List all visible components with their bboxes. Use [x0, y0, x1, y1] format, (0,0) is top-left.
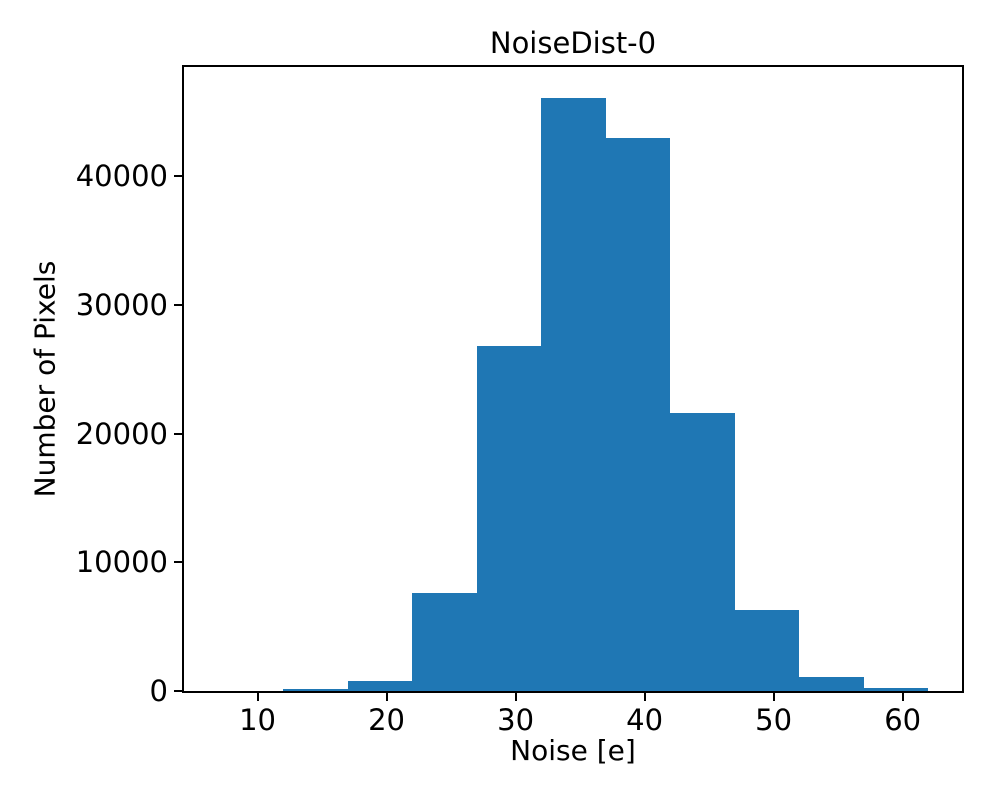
x-axis-label: Noise [e] — [510, 734, 636, 767]
y-tick-mark — [174, 561, 182, 564]
histogram-bar — [605, 137, 671, 691]
x-tick-label: 10 — [239, 703, 276, 737]
y-tick-label: 20000 — [75, 416, 168, 451]
y-tick-label: 40000 — [75, 159, 168, 194]
histogram-bar — [863, 688, 929, 691]
y-tick-mark — [174, 175, 182, 178]
histogram-bar — [476, 346, 542, 691]
x-tick-mark — [772, 693, 775, 701]
x-tick-label: 50 — [755, 703, 793, 737]
y-tick-mark — [174, 304, 182, 307]
x-tick-mark — [385, 693, 388, 701]
histogram-bar — [799, 677, 864, 691]
histogram-bar — [734, 609, 800, 691]
histogram-bar — [347, 681, 413, 691]
y-tick-label: 30000 — [75, 288, 168, 323]
histogram-bar — [283, 689, 348, 691]
x-tick-label: 60 — [884, 703, 922, 737]
chart-title: NoiseDist-0 — [489, 26, 657, 60]
x-tick-mark — [901, 693, 904, 701]
histogram-bar — [670, 413, 735, 691]
y-tick-label: 0 — [149, 674, 168, 708]
x-tick-mark — [643, 693, 646, 701]
x-tick-mark — [514, 693, 517, 701]
x-tick-label: 40 — [626, 703, 664, 737]
x-tick-label: 20 — [368, 703, 406, 737]
histogram-bar — [412, 593, 477, 691]
x-tick-label: 30 — [497, 703, 535, 737]
y-tick-mark — [174, 432, 182, 435]
x-tick-mark — [256, 693, 259, 701]
histogram-bar — [541, 97, 606, 691]
y-tick-label: 10000 — [75, 545, 168, 580]
y-tick-mark — [174, 690, 182, 692]
